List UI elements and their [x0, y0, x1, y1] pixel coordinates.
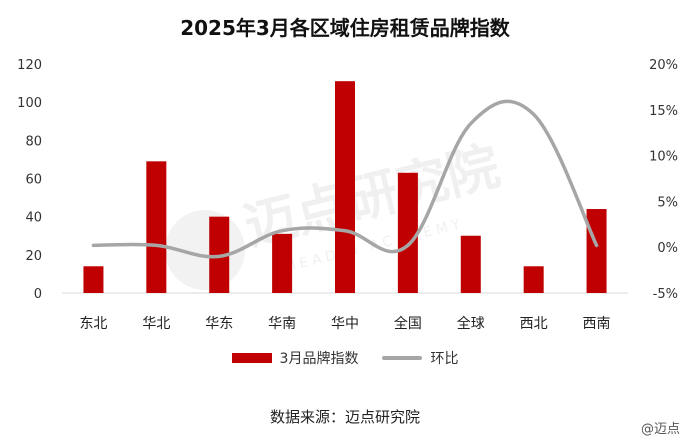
bar-华南 [272, 233, 293, 293]
right-tick-label: 0% [657, 241, 678, 256]
legend-label-line: 环比 [430, 351, 459, 367]
bar-华中 [335, 81, 355, 293]
bar-华北 [146, 161, 167, 293]
left-tick-label: 80 [25, 134, 42, 149]
source-note: 数据来源：迈点研究院 [269, 408, 420, 426]
category-label: 东北 [79, 316, 107, 332]
left-tick-label: 60 [25, 173, 42, 188]
left-tick-label: 120 [17, 58, 42, 73]
bar-东北 [83, 266, 104, 293]
category-label: 全球 [457, 315, 485, 332]
left-tick-label: 100 [17, 96, 42, 111]
legend-label-bar: 3月品牌指数 [279, 351, 359, 367]
x-axis: 东北 华北 华东 华南 华中 全国 全球 西北 西南 [79, 315, 610, 332]
category-label: 华东 [205, 316, 233, 332]
category-label: 全国 [394, 315, 422, 332]
right-tick-label: 5% [657, 195, 678, 210]
legend-item-bar: 3月品牌指数 [231, 348, 359, 368]
category-label: 西北 [520, 316, 548, 332]
right-tick-label: -5% [653, 287, 678, 302]
bar-西北 [523, 266, 544, 293]
right-tick-label: 15% [649, 104, 678, 119]
chart-title: 2025年3月各区域住房租赁品牌指数 [180, 16, 510, 40]
bar-全国 [397, 172, 418, 293]
left-tick-label: 40 [25, 211, 42, 226]
left-axis: 0 20 40 60 80 100 120 [17, 58, 42, 302]
right-tick-label: 20% [649, 58, 678, 73]
left-tick-label: 0 [34, 287, 42, 302]
legend-swatch-bar [231, 353, 272, 363]
legend-item-line: 环比 [382, 348, 458, 368]
bars-group [83, 81, 607, 293]
bar-全球 [460, 235, 481, 293]
watermark-text: @迈点 [640, 422, 680, 437]
category-label: 华中 [331, 316, 359, 332]
legend: 3月品牌指数 环比 [0, 348, 690, 368]
bar-西南 [586, 209, 607, 293]
category-label: 西南 [583, 316, 611, 332]
series-line-huanbi [91, 99, 599, 259]
legend-swatch-line [382, 356, 423, 360]
right-tick-label: 10% [649, 150, 678, 165]
category-label: 华南 [268, 316, 296, 332]
right-axis: -5% 0% 5% 10% 15% 20% [649, 58, 678, 302]
left-tick-label: 20 [25, 249, 42, 264]
category-label: 华北 [142, 316, 170, 332]
